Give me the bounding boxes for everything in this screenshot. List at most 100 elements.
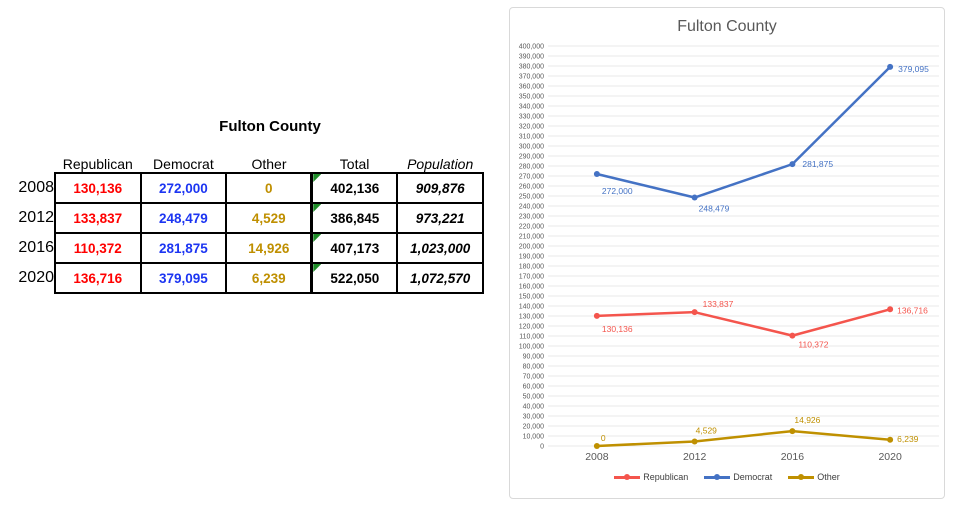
- column-header-population: Population: [407, 156, 474, 172]
- data-label-democrat: 379,095: [898, 64, 929, 74]
- legend-marker-icon: [704, 474, 731, 480]
- data-label-republican: 110,372: [798, 340, 828, 350]
- table-cell-democrat: 281,875: [139, 232, 228, 264]
- table-cell-total: 386,845: [310, 202, 399, 234]
- table-header-row: Republican Democrat Other Total Population: [10, 146, 483, 173]
- y-tick-label: 90,000: [523, 353, 545, 360]
- y-tick-label: 120,000: [519, 323, 544, 330]
- table-row: 2016 110,372 281,875 14,926 407,173 1,023,000: [10, 232, 484, 264]
- data-label-other: 14,926: [794, 415, 820, 425]
- data-point-democrat: [887, 63, 894, 70]
- cell-corner-flag: [314, 235, 322, 242]
- y-tick-label: 20,000: [523, 423, 545, 430]
- table-cell-other: 0: [225, 172, 313, 204]
- data-point-democrat: [691, 194, 698, 201]
- data-point-other: [593, 443, 600, 449]
- table-cell-population: 909,876: [396, 172, 484, 204]
- data-point-republican: [887, 306, 894, 313]
- table-row: 2008 130,136 272,000 0 402,136 909,876: [10, 172, 484, 204]
- y-tick-label: 260,000: [519, 183, 544, 190]
- y-tick-label: 200,000: [519, 243, 544, 250]
- data-label-other: 4,529: [696, 425, 718, 435]
- column-header-total: Total: [339, 156, 370, 172]
- legend-marker-dot-icon: [798, 474, 805, 480]
- y-tick-label: 240,000: [519, 203, 544, 210]
- chart-legend: Republican Democrat Other: [510, 472, 944, 482]
- data-point-republican: [593, 312, 600, 319]
- data-label-democrat: 248,479: [699, 204, 730, 214]
- y-tick-label: 60,000: [523, 383, 545, 390]
- table-row: 2012 133,837 248,479 4,529 386,845 973,221: [10, 202, 484, 234]
- y-tick-label: 70,000: [523, 373, 545, 380]
- y-tick-label: 50,000: [523, 393, 545, 400]
- legend-marker-icon: [614, 474, 641, 480]
- data-point-democrat: [789, 161, 796, 168]
- data-point-other: [887, 436, 894, 443]
- data-point-republican: [789, 332, 796, 339]
- chart-title: Fulton County: [677, 18, 777, 35]
- table-cell-population: 1,072,570: [396, 262, 484, 294]
- corner-blank: [10, 146, 55, 173]
- y-tick-label: 330,000: [519, 113, 544, 120]
- data-label-republican: 133,837: [703, 299, 734, 309]
- legend-label: Other: [817, 472, 840, 482]
- legend-marker-dot-icon: [714, 474, 721, 480]
- row-header-year: 2020: [18, 269, 54, 286]
- row-header-year: 2012: [18, 209, 54, 226]
- y-tick-label: 10,000: [523, 433, 545, 440]
- table-cell-democrat: 248,479: [139, 202, 228, 234]
- table-cell-total: 522,050: [310, 262, 399, 294]
- column-header-democrat: Democrat: [153, 156, 214, 172]
- y-tick-label: 320,000: [519, 123, 544, 130]
- table-cell-republican: 130,136: [54, 172, 142, 204]
- y-tick-label: 280,000: [519, 163, 544, 170]
- table-cell-democrat: 379,095: [139, 262, 228, 294]
- y-tick-label: 80,000: [523, 363, 545, 370]
- chart-panel: Fulton County 0 10,000 20,000 30,000 40,000 5…: [509, 7, 945, 499]
- cell-corner-flag: [314, 205, 322, 212]
- y-tick-label: 340,000: [519, 103, 544, 110]
- y-tick-label: 270,000: [519, 173, 544, 180]
- cell-corner-flag: [314, 265, 322, 272]
- data-label-democrat: 281,875: [802, 159, 833, 169]
- y-tick-label: 380,000: [519, 63, 544, 70]
- y-tick-label: 250,000: [519, 193, 544, 200]
- table-cell-republican: 110,372: [54, 232, 142, 264]
- data-point-other: [691, 438, 698, 445]
- data-point-democrat: [593, 171, 600, 177]
- table-cell-other: 4,529: [225, 202, 313, 234]
- legend-marker-icon: [788, 474, 815, 480]
- table-title: Fulton County: [219, 118, 321, 135]
- y-tick-label: 180,000: [519, 263, 544, 270]
- series-line-democrat: [595, 65, 892, 199]
- legend-item-democrat: Democrat: [704, 472, 772, 482]
- table-cell-republican: 133,837: [54, 202, 142, 234]
- data-label-republican: 130,136: [602, 324, 633, 334]
- table-row: 2020 136,716 379,095 6,239 522,050 1,072,570: [10, 262, 484, 294]
- data-label-democrat: 272,000: [602, 186, 633, 196]
- table-cell-other: 6,239: [225, 262, 313, 294]
- data-label-other: 0: [601, 433, 606, 443]
- row-header-year: 2016: [18, 239, 54, 256]
- y-tick-label: 210,000: [519, 233, 544, 240]
- legend-item-other: Other: [788, 472, 840, 482]
- y-tick-label: 40,000: [523, 403, 545, 410]
- x-tick-label: 2016: [781, 451, 805, 463]
- y-tick-label: 290,000: [519, 153, 544, 160]
- y-tick-label: 160,000: [519, 283, 544, 290]
- column-header-republican: Republican: [62, 156, 133, 172]
- y-tick-label: 190,000: [519, 253, 544, 260]
- table-cell-total: 407,173: [310, 232, 399, 264]
- series-line-other: [595, 429, 892, 448]
- data-point-other: [789, 428, 796, 435]
- y-tick-label: 30,000: [523, 413, 545, 420]
- y-tick-label: 110,000: [519, 333, 544, 340]
- y-tick-label: 0: [540, 443, 544, 450]
- x-tick-label: 2008: [585, 451, 609, 463]
- x-tick-label: 2020: [878, 451, 902, 463]
- legend-marker-dot-icon: [624, 474, 631, 480]
- row-header-year: 2008: [18, 179, 54, 196]
- y-tick-label: 310,000: [519, 133, 544, 140]
- table-cell-democrat: 272,000: [139, 172, 228, 204]
